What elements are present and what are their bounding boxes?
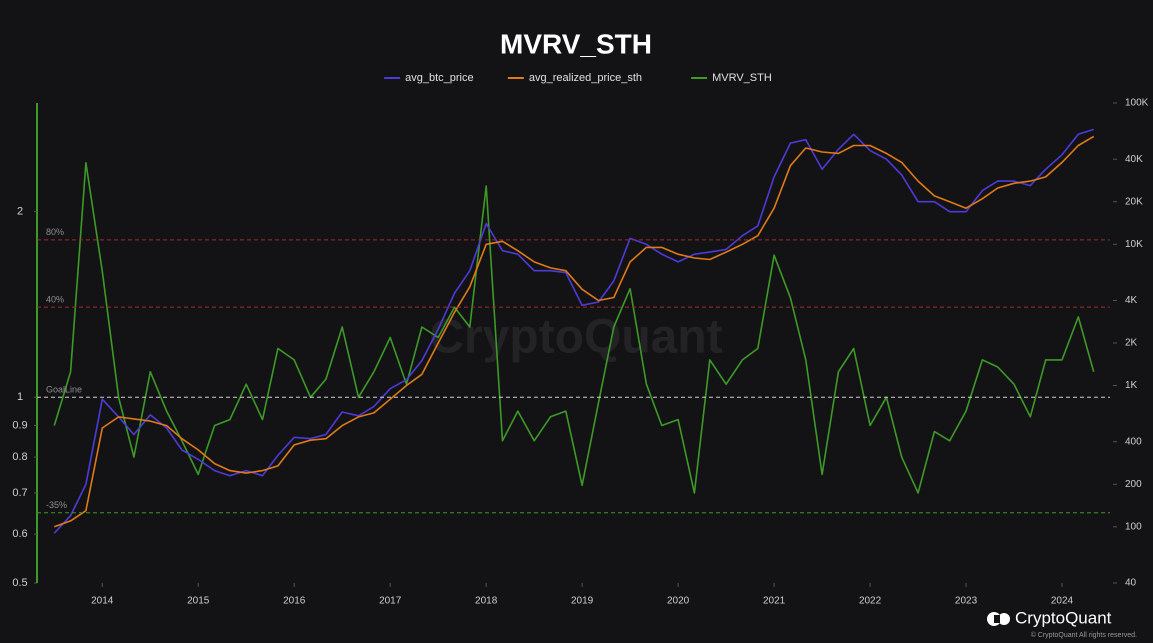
series-line: [54, 135, 1095, 528]
reference-label: -35%: [46, 500, 67, 510]
x-tick-label: 2019: [571, 596, 594, 607]
legend-label: avg_realized_price_sth: [529, 72, 642, 84]
x-tick-label: 2018: [475, 596, 498, 607]
chart-title: MVRV_STH: [500, 28, 652, 59]
series-line: [53, 162, 1095, 494]
y-tick-label: 0.7: [12, 487, 27, 499]
y2-tick-label: 40K: [1125, 154, 1143, 165]
legend-label: avg_btc_price: [405, 72, 474, 84]
x-tick-label: 2014: [91, 596, 114, 607]
logo-mark: [994, 615, 1000, 623]
x-tick-label: 2024: [1051, 596, 1074, 607]
x-tick-label: 2020: [667, 596, 690, 607]
reference-label: GoalLine: [46, 385, 82, 395]
x-tick-label: 2016: [283, 596, 306, 607]
legend-label: MVRV_STH: [712, 72, 772, 84]
copyright: © CryptoQuant All rights reserved.: [1031, 631, 1137, 639]
y2-tick-label: 100: [1125, 521, 1142, 532]
x-tick-label: 2015: [187, 596, 210, 607]
series-line: [53, 128, 1094, 534]
y2-tick-label: 10K: [1125, 239, 1143, 250]
y-tick-label: 1: [17, 391, 23, 403]
logo-mark: [998, 613, 1010, 625]
y2-tick-label: 400: [1125, 436, 1142, 447]
brand-logo: [987, 612, 1010, 626]
y-tick-label: 0.6: [12, 528, 27, 540]
y-tick-label: 0.8: [12, 451, 27, 463]
reference-label: 40%: [46, 295, 64, 305]
reference-label: 80%: [46, 227, 64, 237]
brand: CryptoQuant: [1015, 608, 1112, 627]
y2-tick-label: 2K: [1125, 338, 1138, 349]
x-tick-label: 2023: [955, 596, 978, 607]
y-tick-label: 0.9: [12, 419, 27, 431]
legend: avg_btc_price avg_realized_price_sth MVRV_…: [384, 72, 772, 84]
y2-tick-label: 4K: [1125, 295, 1138, 306]
x-tick-label: 2021: [763, 596, 786, 607]
y2-tick-label: 200: [1125, 479, 1142, 490]
y2-tick-label: 100K: [1125, 98, 1149, 109]
y2-tick-label: 20K: [1125, 196, 1143, 207]
y2-tick-label: 40: [1125, 578, 1137, 589]
y-tick-label: 2: [17, 206, 23, 218]
x-tick-label: 2022: [859, 596, 882, 607]
x-tick-label: 2017: [379, 596, 402, 607]
y2-tick-label: 1K: [1125, 380, 1138, 391]
y-tick-label: 0.5: [12, 577, 27, 589]
watermark: CryptoQuant: [429, 311, 722, 364]
